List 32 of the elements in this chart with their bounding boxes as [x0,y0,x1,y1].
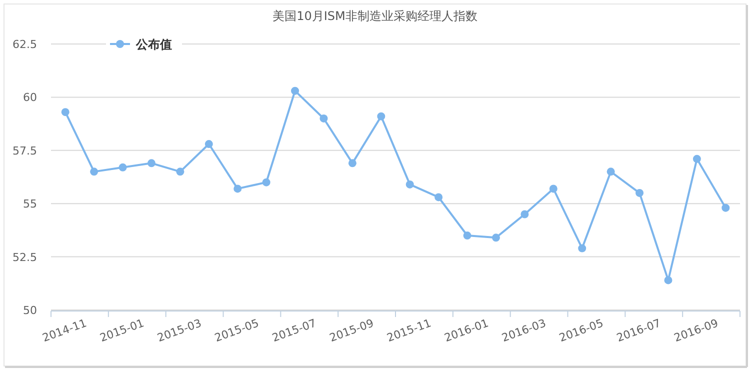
point [61,108,70,116]
y-tick-label: 52.5 [12,250,37,264]
y-tick-label: 60 [23,91,37,104]
point [606,168,615,176]
legend-label: 公布值 [135,38,172,52]
point [434,193,443,202]
point [578,244,586,252]
point [722,204,730,212]
point [90,168,98,176]
y-tick-label: 57.5 [12,144,37,158]
point [692,154,701,163]
y-tick-label: 50 [23,304,37,317]
point [492,234,500,242]
point [147,159,156,168]
point [262,178,270,186]
y-tick-label: 62.5 [12,38,37,51]
y-tick-label: 55 [23,198,37,211]
point [348,159,356,168]
point [463,232,472,240]
point [234,184,242,193]
point [118,163,127,172]
point [406,180,414,188]
point [291,86,300,95]
point [636,188,644,197]
point [549,184,558,193]
point [204,140,213,148]
point [320,114,328,122]
point [176,168,184,176]
point [377,112,386,120]
chart-title: 美国10月ISM非制造业采购经理人指数 [272,9,478,23]
point [520,210,529,218]
point [664,276,672,284]
